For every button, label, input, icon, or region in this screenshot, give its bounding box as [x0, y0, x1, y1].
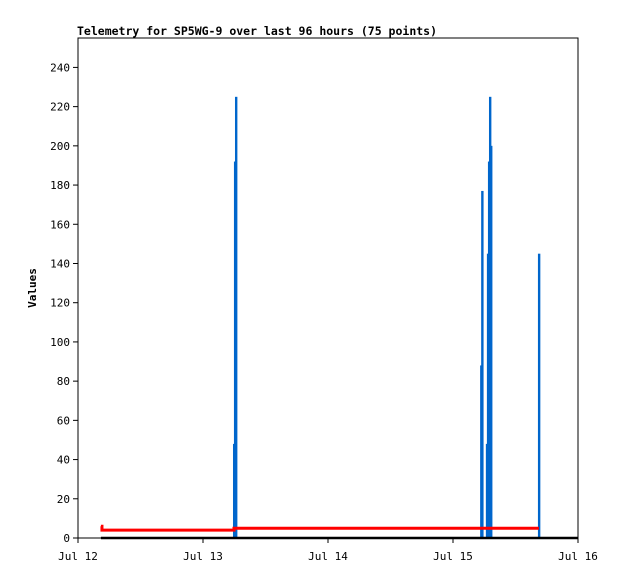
- data-bar: [490, 145, 493, 538]
- y-tick-label: 200: [50, 140, 70, 153]
- y-tick-label: 60: [57, 414, 70, 427]
- y-tick-label: 20: [57, 493, 70, 506]
- red-series-line: [100, 524, 539, 532]
- y-tick-label: 220: [50, 101, 70, 114]
- data-bar: [481, 190, 484, 539]
- x-tick-label: Jul 13: [183, 550, 223, 563]
- x-tick-label: Jul 15: [433, 550, 473, 563]
- data-bar: [234, 96, 238, 538]
- y-tick-label: 120: [50, 297, 70, 310]
- y-tick-label: 40: [57, 454, 70, 467]
- plot-marks: [100, 96, 578, 540]
- data-bar: [537, 253, 541, 538]
- x-tick-label: Jul 12: [58, 550, 98, 563]
- x-tick-label: Jul 16: [558, 550, 598, 563]
- y-tick-label: 160: [50, 218, 70, 231]
- x-axis: Jul 12 Jul 13 Jul 14 Jul 15 Jul 16: [58, 538, 598, 563]
- y-tick-label: 140: [50, 257, 70, 270]
- y-tick-label: 80: [57, 375, 70, 388]
- y-tick-label: 180: [50, 179, 70, 192]
- y-axis: 0 20 40 60 80 100 120 140 160 180 200 220 240: [50, 61, 78, 545]
- x-tick-label: Jul 14: [308, 550, 348, 563]
- chart-title: Telemetry for SP5WG-9 over last 96 hours…: [77, 24, 437, 38]
- plot-frame: [77, 37, 579, 539]
- y-tick-label: 100: [50, 336, 70, 349]
- y-tick-label: 240: [50, 61, 70, 74]
- y-axis-label: Values: [26, 268, 39, 308]
- y-tick-label: 0: [63, 532, 70, 545]
